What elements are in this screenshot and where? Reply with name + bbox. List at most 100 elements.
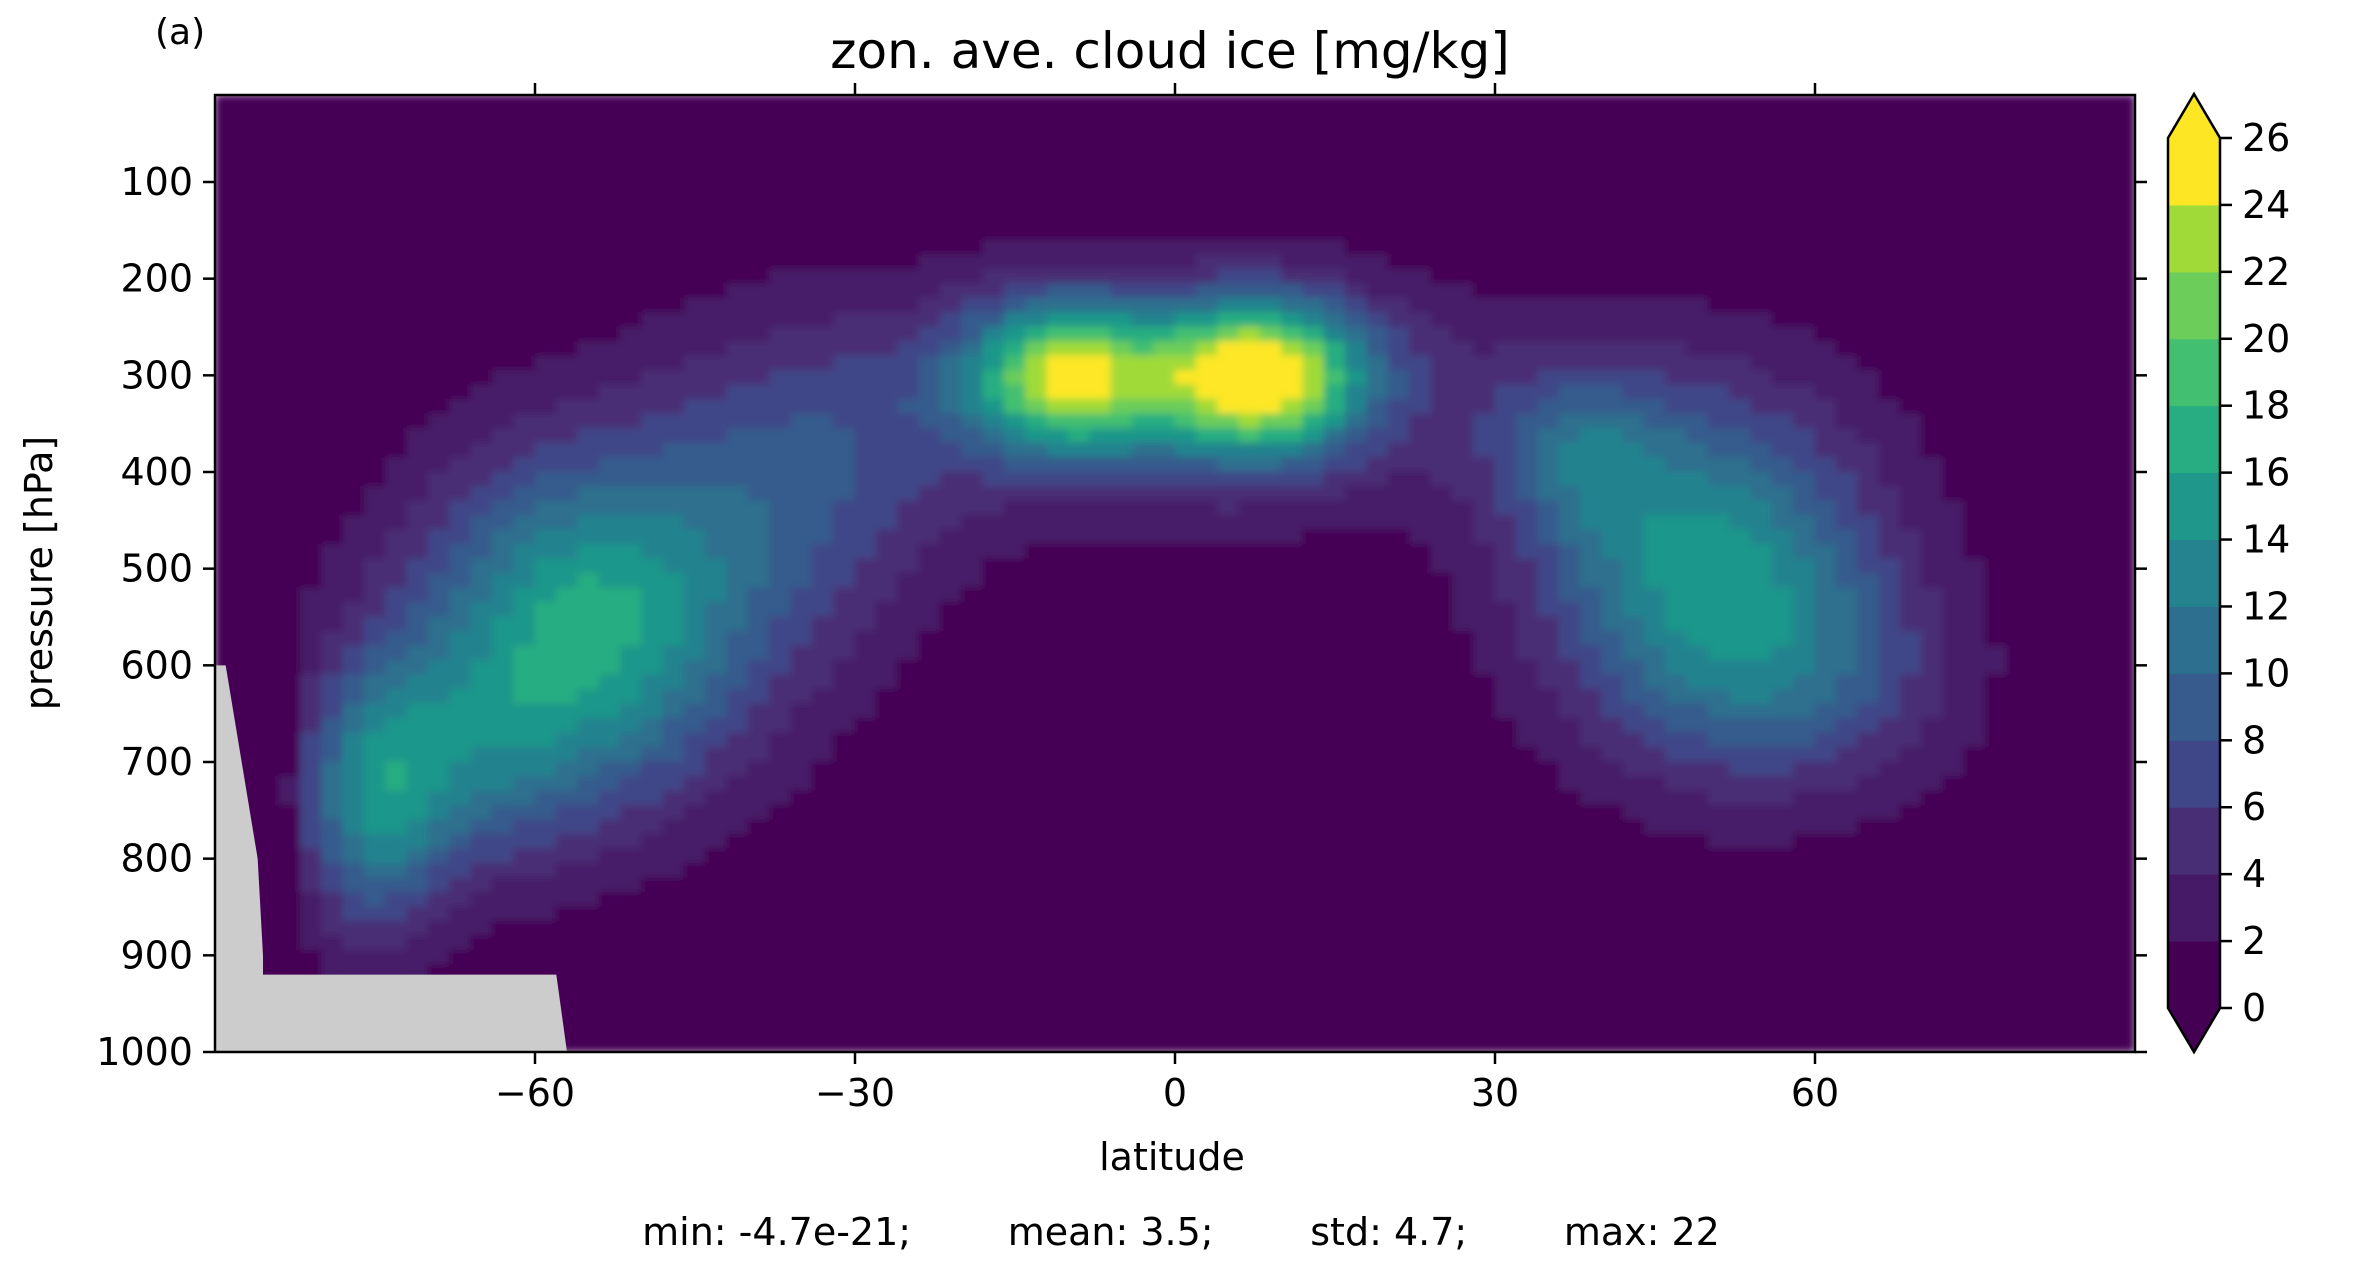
contour-cell	[1729, 500, 1752, 516]
contour-cell	[641, 906, 664, 922]
contour-cell	[513, 384, 536, 400]
contour-cell	[1430, 486, 1453, 502]
contour-cell	[1387, 819, 1411, 835]
contour-cell	[1665, 1022, 1688, 1038]
contour-cell	[1025, 776, 1048, 792]
contour-cell	[854, 210, 877, 226]
contour-cell	[705, 138, 728, 154]
contour-cell	[1131, 196, 1155, 212]
contour-cell	[662, 747, 685, 763]
contour-cell	[1793, 399, 1816, 415]
contour-cell	[1601, 805, 1624, 821]
contour-cell	[449, 689, 472, 705]
contour-cell	[1793, 152, 1816, 168]
contour-cell	[875, 428, 899, 444]
contour-cell	[215, 616, 237, 632]
contour-cell	[1089, 790, 1112, 806]
contour-cell	[1281, 964, 1304, 980]
contour-cell	[1707, 935, 1731, 951]
contour-cell	[1430, 877, 1453, 893]
contour-cell	[1281, 442, 1304, 458]
contour-cell	[598, 950, 621, 966]
contour-cell	[939, 268, 963, 284]
contour-cell	[1281, 152, 1304, 168]
contour-cell	[1601, 616, 1624, 632]
contour-cell	[534, 805, 557, 821]
contour-cell	[1089, 660, 1112, 676]
contour-cell	[1259, 486, 1283, 502]
contour-cell	[1494, 776, 1517, 792]
contour-cell	[726, 268, 749, 284]
contour-cell	[1579, 442, 1603, 458]
contour-cell	[1174, 384, 1197, 400]
contour-cell	[215, 442, 237, 458]
contour-cell	[1089, 471, 1112, 487]
contour-cell	[833, 486, 856, 502]
contour-cell	[961, 674, 984, 690]
contour-cell	[1494, 283, 1517, 299]
contour-cell	[1515, 355, 1539, 371]
contour-cell	[747, 152, 771, 168]
contour-cell	[1366, 399, 1389, 415]
contour-cell	[577, 805, 600, 821]
contour-cell	[363, 935, 387, 951]
contour-cell	[1473, 457, 1496, 473]
contour-cell	[513, 776, 536, 792]
contour-cell	[811, 341, 835, 357]
contour-cell	[1153, 1022, 1176, 1038]
contour-cell	[961, 196, 984, 212]
contour-cell	[1579, 602, 1603, 618]
contour-cell	[1515, 1008, 1539, 1024]
contour-cell	[1153, 312, 1176, 328]
contour-cell	[1473, 1037, 1496, 1052]
contour-cell	[1686, 964, 1709, 980]
contour-cell	[1387, 152, 1411, 168]
contour-cell	[641, 790, 664, 806]
contour-cell	[470, 123, 493, 139]
contour-cell	[342, 587, 365, 603]
contour-cell	[705, 109, 728, 125]
contour-cell	[1046, 109, 1069, 125]
contour-cell	[577, 283, 600, 299]
contour-cell	[1643, 312, 1667, 328]
contour-cell	[1110, 370, 1133, 386]
contour-cell	[385, 732, 408, 748]
contour-cell	[1067, 1022, 1091, 1038]
contour-cell	[1345, 196, 1368, 212]
contour-cell	[1387, 225, 1411, 241]
contour-cell	[257, 935, 280, 951]
contour-cell	[1174, 776, 1197, 792]
contour-cell	[1793, 631, 1816, 647]
contour-cell	[769, 196, 792, 212]
contour-cell	[1579, 573, 1603, 589]
contour-cell	[726, 602, 749, 618]
contour-cell	[1793, 442, 1816, 458]
contour-cell	[705, 442, 728, 458]
contour-cell	[1622, 428, 1645, 444]
contour-cell	[1345, 370, 1368, 386]
contour-cell	[1430, 471, 1453, 487]
contour-cell	[1067, 196, 1091, 212]
contour-cell	[1750, 399, 1773, 415]
contour-cell	[406, 935, 429, 951]
contour-cell	[705, 341, 728, 357]
contour-cell	[1771, 486, 1795, 502]
contour-cell	[342, 573, 365, 589]
contour-cell	[1238, 689, 1261, 705]
contour-cell	[1750, 747, 1773, 763]
contour-cell	[1601, 341, 1624, 357]
contour-cell	[1430, 703, 1453, 719]
contour-cell	[1515, 602, 1539, 618]
contour-cell	[1195, 500, 1219, 516]
contour-cell	[1473, 993, 1496, 1009]
contour-cell	[1793, 921, 1816, 937]
contour-cell	[1814, 616, 1837, 632]
contour-cell	[875, 848, 899, 864]
contour-cell	[790, 167, 813, 183]
contour-cell	[1686, 1022, 1709, 1038]
contour-cell	[1195, 950, 1219, 966]
contour-cell	[215, 457, 237, 473]
contour-cell	[1089, 326, 1112, 342]
contour-cell	[1515, 950, 1539, 966]
contour-cell	[833, 544, 856, 560]
